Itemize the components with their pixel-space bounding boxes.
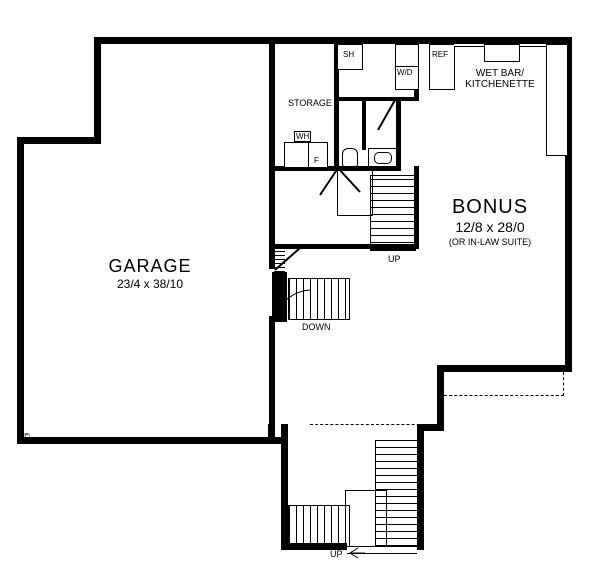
stair-landing	[337, 170, 373, 216]
wall-util-h	[336, 97, 419, 101]
garage-label-block: GARAGE 23/4 x 38/10	[60, 256, 240, 291]
label-down: DOWN	[302, 322, 331, 332]
wall-step-right-v	[437, 365, 444, 430]
storage-label: STORAGE	[288, 98, 332, 108]
stairs-ext-w	[288, 505, 350, 547]
wall-top	[94, 37, 572, 44]
wall-toilet-div	[362, 97, 366, 150]
hatch-decor	[274, 244, 285, 272]
wall-hatch-l	[272, 272, 287, 322]
toilet-icon	[342, 148, 358, 168]
garage-dim: 23/4 x 38/10	[60, 277, 240, 291]
counter-right	[546, 44, 568, 156]
wh-water-heater	[284, 142, 310, 168]
wd-outline	[395, 44, 419, 68]
copyright-symbol: ©	[23, 432, 30, 443]
dashed-2	[444, 395, 564, 396]
label-wh: WH	[294, 131, 311, 142]
label-wd: W/D	[397, 68, 413, 77]
wall-blv	[281, 424, 288, 550]
wetbar-l2: KITCHENETTE	[456, 79, 544, 90]
wall-left	[17, 137, 24, 444]
dashed-1	[310, 424, 440, 425]
stairs-up	[370, 175, 416, 251]
label-sh: SH	[343, 50, 354, 59]
bonus-label: BONUS	[420, 196, 560, 219]
bonus-label-block: BONUS 12/8 x 28/0 (OR IN-LAW SUITE)	[420, 196, 560, 247]
ext-line-bot	[347, 553, 417, 554]
vanity-icon	[368, 148, 398, 168]
label-ref: REF	[432, 50, 448, 59]
wall-step-left-v	[94, 37, 101, 144]
wetbar-l1: WET BAR/	[456, 68, 544, 79]
wall-br-top	[417, 424, 444, 431]
label-f: F	[314, 156, 319, 165]
label-up-ext: UP	[330, 549, 343, 559]
dashed-3	[563, 372, 564, 396]
stairs-down	[288, 278, 350, 320]
label-up: UP	[388, 254, 401, 264]
garage-label: GARAGE	[60, 256, 240, 277]
stair-ext-landing	[345, 490, 387, 547]
floor-plan-diagram: GARAGE 23/4 x 38/10 STORAGE BONUS 12/8 x…	[0, 0, 600, 580]
wall-garage-div-top	[269, 37, 275, 269]
sink-wetbar	[484, 44, 520, 62]
wall-garage-div-bot	[269, 316, 275, 428]
wetbar-block: WET BAR/ KITCHENETTE	[456, 68, 544, 90]
wall-garage-bottom	[17, 437, 275, 444]
bonus-sub: (OR IN-LAW SUITE)	[420, 237, 560, 247]
wall-bonus-bottom	[437, 365, 572, 372]
wall-top-left	[17, 137, 97, 144]
bonus-dim: 12/8 x 28/0	[420, 219, 560, 235]
